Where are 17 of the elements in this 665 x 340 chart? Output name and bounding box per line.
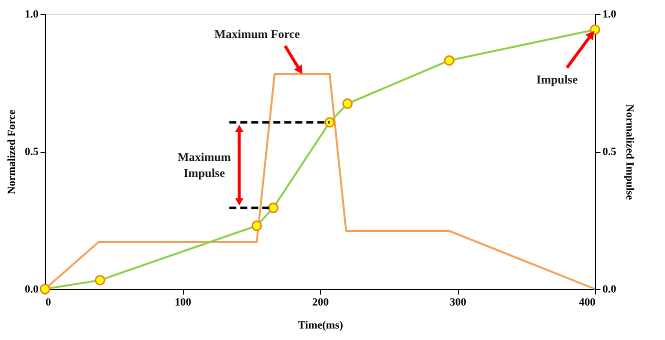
y2-tick-label: 0.0 (602, 284, 617, 296)
x-tick-label: 200 (312, 296, 330, 308)
y-tick-label: 0.5 (24, 146, 39, 158)
x-axis-title: Time(ms) (298, 320, 344, 332)
annotation: Maximum Force (214, 26, 301, 41)
annotation: Maximum Impulse (178, 150, 231, 180)
x-tick-label: 400 (579, 296, 596, 308)
y-tick-label: 1.0 (24, 8, 39, 20)
x-tick-label: 100 (174, 296, 192, 308)
annotation: Impulse (536, 72, 578, 87)
x-tick-label: 0 (46, 296, 52, 308)
y2-axis-title: Normalized Impulse (623, 104, 636, 200)
x-tick-label: 300 (450, 296, 467, 308)
y-tick-label: 0.0 (24, 284, 39, 296)
y2-tick-label: 0.5 (602, 146, 617, 158)
y2-tick-label: 1.0 (602, 8, 617, 20)
y-axis-title: Normalized Force (6, 110, 18, 194)
